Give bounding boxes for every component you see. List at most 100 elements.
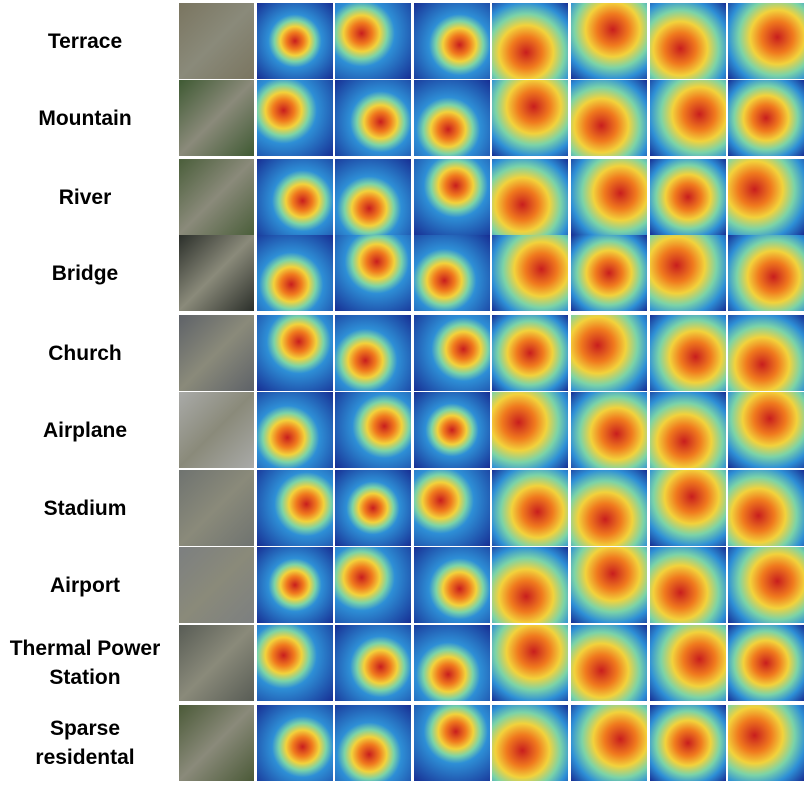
heatmap-tile <box>571 547 647 623</box>
heatmap-tile <box>335 159 411 235</box>
figure-row: Church <box>0 315 811 391</box>
heatmap-tile <box>335 392 411 468</box>
row-label: Bridge <box>51 261 119 285</box>
heatmap-tile <box>257 547 333 623</box>
heatmap-tile <box>728 547 804 623</box>
heatmap-tile <box>335 235 411 311</box>
row-label: Terrace <box>47 29 123 53</box>
heatmap-tile <box>571 625 647 701</box>
heatmap-tile <box>414 705 490 781</box>
figure-row: Terrace <box>0 3 811 79</box>
heatmap-tile <box>571 80 647 156</box>
heatmap-tile <box>414 80 490 156</box>
row-label: Sparse residental <box>35 717 135 769</box>
heatmap-tile <box>414 547 490 623</box>
heatmap-tile <box>492 470 568 546</box>
aerial-photo <box>179 235 254 311</box>
heatmap-tile <box>728 392 804 468</box>
heatmap-tile <box>571 3 647 79</box>
heatmap-tile <box>257 315 333 391</box>
heatmap-tile <box>728 80 804 156</box>
heatmap-tile <box>492 705 568 781</box>
heatmap-tile <box>571 315 647 391</box>
heatmap-tile <box>492 547 568 623</box>
heatmap-tile <box>728 705 804 781</box>
heatmap-tile <box>650 3 726 79</box>
heatmap-tile <box>492 315 568 391</box>
heatmap-tile <box>335 3 411 79</box>
row-label: Airport <box>50 573 120 597</box>
figure-row: Airplane <box>0 392 811 468</box>
heatmap-tile <box>414 315 490 391</box>
heatmap-tile <box>414 392 490 468</box>
row-label: Stadium <box>43 496 127 520</box>
heatmap-tile <box>728 625 804 701</box>
aerial-photo <box>179 547 254 623</box>
heatmap-tile <box>335 470 411 546</box>
aerial-photo <box>179 80 254 156</box>
heatmap-tile <box>650 705 726 781</box>
heatmap-tile <box>571 392 647 468</box>
figure-row: Airport <box>0 547 811 623</box>
row-label: Church <box>48 341 122 365</box>
heatmap-tile <box>335 625 411 701</box>
row-label: Mountain <box>38 106 132 130</box>
heatmap-tile <box>257 3 333 79</box>
heatmap-tile <box>650 80 726 156</box>
heatmap-tile <box>571 235 647 311</box>
heatmap-tile <box>414 470 490 546</box>
heatmap-tile <box>650 235 726 311</box>
heatmap-tile <box>728 470 804 546</box>
heatmap-tile <box>257 159 333 235</box>
row-label: Airplane <box>42 418 128 442</box>
heatmap-tile <box>414 3 490 79</box>
heatmap-tile <box>728 315 804 391</box>
heatmap-tile <box>257 392 333 468</box>
heatmap-tile <box>492 235 568 311</box>
heatmap-tile <box>414 159 490 235</box>
heatmap-tile <box>492 80 568 156</box>
heatmap-tile <box>257 470 333 546</box>
heatmap-tile <box>492 392 568 468</box>
heatmap-tile <box>492 625 568 701</box>
aerial-photo <box>179 3 254 79</box>
heatmap-tile <box>650 625 726 701</box>
heatmap-tile <box>257 80 333 156</box>
row-label: Thermal Power Station <box>9 637 161 689</box>
row-label: River <box>58 185 112 209</box>
heatmap-tile <box>571 470 647 546</box>
figure-row: Stadium <box>0 470 811 546</box>
heatmap-tile <box>571 159 647 235</box>
heatmap-tile <box>257 705 333 781</box>
heatmap-tile <box>650 547 726 623</box>
heatmap-tile <box>335 547 411 623</box>
heatmap-tile <box>571 705 647 781</box>
heatmap-tile <box>257 235 333 311</box>
heatmap-tile <box>335 80 411 156</box>
heatmap-tile <box>414 625 490 701</box>
heatmap-tile <box>728 159 804 235</box>
aerial-photo <box>179 159 254 235</box>
heatmap-tile <box>650 159 726 235</box>
aerial-photo <box>179 470 254 546</box>
heatmap-tile <box>650 470 726 546</box>
figure-row: Sparse residental <box>0 705 811 781</box>
heatmap-tile <box>257 625 333 701</box>
heatmap-tile <box>728 3 804 79</box>
figure-row: Bridge <box>0 235 811 311</box>
aerial-photo <box>179 625 254 701</box>
heatmap-tile <box>650 315 726 391</box>
aerial-photo <box>179 392 254 468</box>
heatmap-tile <box>414 235 490 311</box>
figure-row: Thermal Power Station <box>0 625 811 701</box>
heatmap-tile <box>728 235 804 311</box>
heatmap-tile <box>335 315 411 391</box>
figure-row: River <box>0 159 811 235</box>
heatmap-tile <box>335 705 411 781</box>
figure-row: Mountain <box>0 80 811 156</box>
heatmap-tile <box>650 392 726 468</box>
aerial-photo <box>179 315 254 391</box>
aerial-photo <box>179 705 254 781</box>
heatmap-tile <box>492 159 568 235</box>
